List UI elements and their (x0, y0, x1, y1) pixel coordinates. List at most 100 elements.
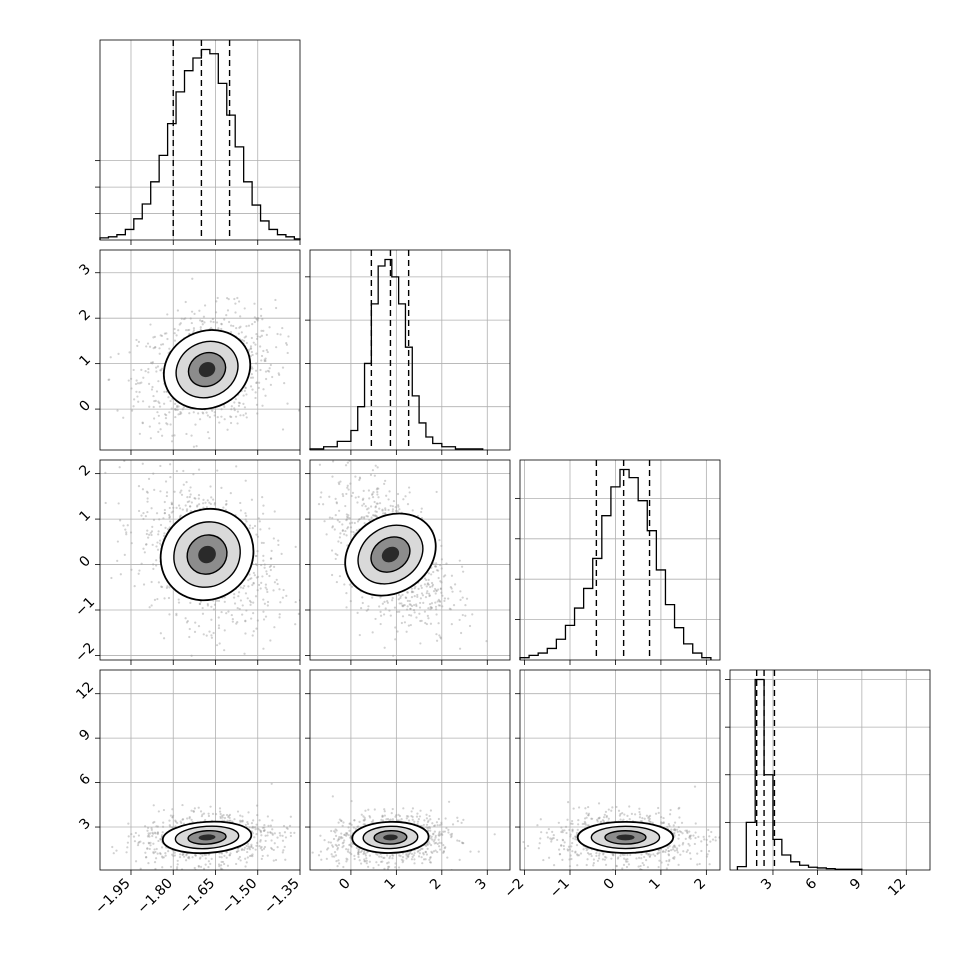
scatter-point (172, 506, 175, 509)
scatter-point (210, 326, 213, 330)
scatter-point (378, 502, 382, 505)
scatter-point (426, 590, 429, 593)
scatter-point (219, 812, 222, 816)
scatter-point (297, 409, 300, 412)
scatter-point (461, 596, 464, 599)
scatter-point (233, 401, 236, 404)
scatter-point (416, 850, 419, 853)
scatter-point (190, 818, 193, 821)
scatter-point (198, 602, 202, 606)
scatter-point (333, 855, 336, 858)
y-tick-label: 2 (76, 462, 94, 480)
scatter-point (442, 575, 445, 578)
scatter-point (151, 361, 154, 364)
scatter-point (281, 428, 285, 431)
scatter-point (412, 590, 415, 594)
scatter-point (424, 858, 427, 861)
scatter-point (244, 865, 247, 868)
scatter-point (438, 832, 441, 835)
scatter-point (237, 849, 240, 852)
scatter-point (440, 832, 443, 835)
scatter-point (256, 412, 259, 415)
scatter-point (219, 815, 222, 818)
scatter-point (175, 406, 179, 409)
scatter-point (164, 854, 167, 857)
scatter-point (334, 843, 337, 846)
scatter-point (269, 831, 272, 834)
scatter-point (350, 823, 353, 826)
scatter-point (365, 609, 368, 612)
scatter-point (438, 599, 441, 603)
scatter-point (408, 851, 412, 855)
scatter-point (427, 592, 431, 595)
scatter-point (209, 805, 212, 808)
density-layer (522, 785, 720, 875)
scatter-point (665, 873, 667, 875)
scatter-point (208, 630, 211, 633)
scatter-point (266, 350, 269, 354)
scatter-point (398, 508, 401, 511)
scatter-point (669, 808, 672, 812)
scatter-point (242, 928, 244, 930)
scatter-point (331, 526, 334, 529)
scatter-point (632, 871, 634, 873)
scatter-point (178, 853, 182, 856)
scatter-point (248, 846, 251, 849)
scatter-point (338, 482, 341, 486)
scatter-point (334, 831, 337, 834)
scatter-point (203, 304, 207, 307)
scatter-point (233, 409, 236, 412)
scatter-point (363, 823, 366, 826)
scatter-point (167, 850, 170, 853)
scatter-point (211, 812, 215, 815)
scatter-point (245, 393, 248, 396)
scatter-point (345, 519, 348, 522)
scatter-point (421, 594, 425, 597)
scatter-point (387, 861, 390, 864)
scatter-point (254, 563, 258, 566)
scatter-point (262, 618, 266, 621)
scatter-point (337, 540, 340, 543)
scatter-point (158, 352, 161, 355)
scatter-point (379, 596, 382, 599)
scatter-point (415, 815, 419, 818)
scatter-point (378, 507, 381, 510)
scatter-point (359, 850, 362, 854)
scatter-point (585, 849, 588, 852)
scatter-point (677, 807, 680, 810)
scatter-point (206, 499, 209, 502)
scatter-point (684, 837, 687, 840)
scatter-point (438, 539, 441, 542)
scatter-point (151, 834, 154, 838)
scatter-point (178, 515, 182, 518)
scatter-point (167, 396, 170, 399)
scatter-point (270, 782, 273, 785)
scatter-point (155, 370, 158, 373)
density-contour (198, 545, 216, 564)
scatter-point (277, 543, 280, 547)
scatter-point (141, 462, 144, 465)
scatter-point (647, 852, 650, 856)
scatter-point (179, 514, 182, 517)
scatter-point (266, 834, 269, 837)
scatter-point (374, 505, 377, 508)
scatter-point (328, 516, 332, 519)
scatter-point (135, 379, 138, 382)
scatter-point (334, 828, 337, 831)
scatter-point (657, 865, 660, 869)
scatter-point (173, 339, 177, 342)
scatter-point (263, 602, 266, 605)
scatter-point (156, 365, 160, 368)
scatter-point (126, 841, 129, 844)
scatter-point (126, 524, 129, 527)
scatter-point (136, 844, 140, 847)
scatter-point (381, 815, 384, 818)
panel-frame (99, 669, 301, 871)
scatter-point (331, 844, 334, 847)
scatter-point (459, 598, 462, 601)
scatter-point (583, 822, 586, 825)
scatter-point (159, 852, 162, 856)
scatter-point (204, 863, 207, 866)
scatter-point (152, 405, 155, 409)
scatter-point (196, 504, 199, 507)
